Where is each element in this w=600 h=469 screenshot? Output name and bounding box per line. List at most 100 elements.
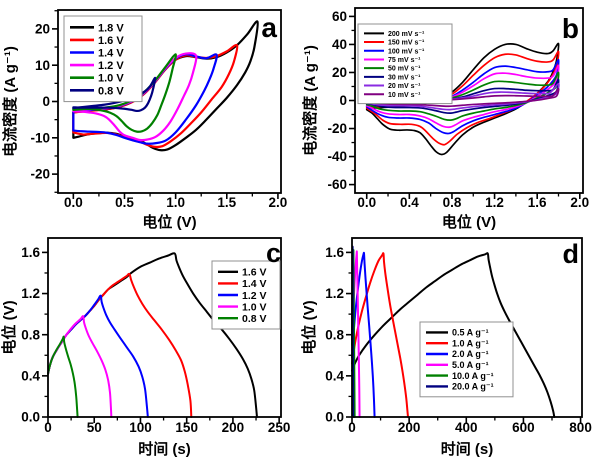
x-axis: 0.0 0.4 0.8 1.2 1.6 2.0 电位 (V) — [357, 193, 589, 231]
legend: 0.5 A g⁻¹1.0 A g⁻¹2.0 A g⁻¹5.0 A g⁻¹10.0… — [419, 321, 514, 398]
x-tick-label: 2.0 — [570, 195, 589, 210]
x-tick-label: 100 — [129, 420, 152, 435]
y-tick-label: 20 — [332, 65, 347, 80]
legend-label: 5.0 A g⁻¹ — [452, 360, 489, 370]
x-tick-label: 0.4 — [400, 195, 419, 210]
x-tick-label: 1.0 — [166, 195, 185, 210]
legend: 1.6 V1.4 V1.2 V1.0 V0.8 V — [211, 260, 281, 330]
legend-label: 1.0 A g⁻¹ — [452, 338, 489, 348]
y-tick-label: -40 — [327, 149, 347, 164]
series-line-50-mV-s⁻¹ — [365, 71, 560, 121]
y-tick-label: 20 — [35, 21, 50, 36]
legend-label: 10.0 A g⁻¹ — [452, 371, 494, 381]
panel-letter-b: b — [562, 13, 579, 44]
x-tick-label: 1.6 — [528, 195, 547, 210]
x-axis: 0.0 0.5 1.0 1.5 2.0 电位 (V) — [64, 193, 287, 231]
y-tick-label: 0.4 — [21, 368, 40, 383]
y-axis: 1.6 1.2 0.8 0.4 0.0 电位 (V) — [0, 245, 48, 425]
series-line-100-mV-s⁻¹ — [365, 59, 560, 135]
y-tick-label: 0.0 — [325, 410, 344, 425]
legend-box — [357, 23, 453, 105]
series-line-1.4-V — [47, 272, 193, 418]
x-tick-label: 0.0 — [357, 195, 376, 210]
y-tick-label: 1.2 — [21, 286, 40, 301]
legend-label: 150 mV s⁻¹ — [388, 40, 425, 47]
panel-d-chart: 0 200 400 600 800 时间 (s) 1.6 1.2 0.8 0.4 0.0 电位 (V)… — [300, 237, 592, 458]
y-tick-label: 0.8 — [21, 327, 40, 342]
y-tick-label: 0.0 — [21, 410, 40, 425]
legend-label: 1.6 V — [98, 35, 124, 47]
series-line-1.0-V — [47, 315, 113, 418]
x-tick-label: 0.0 — [64, 195, 83, 210]
x-tick-label: 1.5 — [217, 195, 236, 210]
legend-label: 200 mV s⁻¹ — [388, 31, 425, 38]
series-group-c — [47, 252, 258, 418]
y-axis: 20 10 0 -10 -20 电流密度 (A g⁻¹) — [1, 10, 58, 193]
legend-label: 20 mV s⁻¹ — [388, 83, 421, 90]
x-tick-label: 200 — [222, 420, 245, 435]
x-tick-label: 0 — [348, 420, 356, 435]
legend-label: 20.0 A g⁻¹ — [452, 382, 494, 392]
series-line-1.0-A-g⁻¹ — [351, 252, 409, 418]
legend-label: 1.6 V — [242, 267, 267, 279]
y-tick-label: 40 — [332, 37, 347, 52]
panel-letter-c: c — [266, 238, 281, 268]
y-tick-label: 10 — [35, 58, 50, 73]
plot-frame — [47, 237, 282, 418]
legend-label: 1.2 V — [242, 290, 267, 302]
legend-label: 2.0 A g⁻¹ — [452, 349, 489, 359]
series-line-1.2-V — [47, 294, 149, 418]
legend-label: 100 mV s⁻¹ — [388, 48, 425, 55]
x-tick-label: 0.8 — [443, 195, 462, 210]
y-tick-label: 0.8 — [325, 327, 344, 342]
x-tick-label: 0.5 — [115, 195, 134, 210]
y-axis: 1.6 1.2 0.8 0.4 0.0 电位 (V) — [300, 245, 352, 425]
x-tick-label: 400 — [455, 420, 478, 435]
panel-letter-a: a — [261, 12, 277, 43]
x-tick-label: 2.0 — [269, 195, 288, 210]
legend-label: 1.4 V — [98, 47, 124, 59]
panel-b-chart: 0.0 0.4 0.8 1.2 1.6 2.0 电位 (V) 60 40 20 0 -20 -40 -60… — [301, 7, 589, 231]
legend-label: 50 mV s⁻¹ — [388, 66, 421, 73]
legend-box — [63, 15, 143, 103]
series-line-150-mV-s⁻¹ — [365, 50, 560, 146]
x-axis-title: 时间 (s) — [138, 440, 191, 458]
y-tick-label: -10 — [30, 130, 50, 145]
legend-box — [419, 321, 514, 398]
series-group-b — [365, 42, 560, 156]
legend: 1.8 V1.6 V1.4 V1.2 V1.0 V0.8 V — [63, 15, 143, 103]
legend-label: 0.5 A g⁻¹ — [452, 328, 489, 338]
x-tick-label: 150 — [175, 420, 198, 435]
x-tick-label: 1.2 — [485, 195, 504, 210]
panel-c-chart: 0 50 100 150 200 250 时间 (s) 1.6 1.2 0.8 0.4 0.0 电位 (… — [0, 237, 290, 458]
x-tick-label: 600 — [512, 420, 535, 435]
x-axis-title: 电位 (V) — [442, 213, 496, 231]
legend-label: 10 mV s⁻¹ — [388, 92, 421, 99]
panel-a-chart: 0.0 0.5 1.0 1.5 2.0 电位 (V) 20 10 0 -10 -20 电流密度 (A … — [1, 9, 287, 231]
legend-label: 1.0 V — [98, 73, 124, 85]
y-tick-label: 0 — [42, 94, 50, 109]
x-axis-title: 时间 (s) — [441, 440, 494, 458]
legend-label: 1.8 V — [98, 22, 124, 34]
y-tick-label: 60 — [332, 9, 347, 24]
y-axis-title: 电流密度 (A g⁻¹) — [1, 46, 19, 157]
y-tick-label: -20 — [30, 167, 50, 182]
series-line-10-mV-s⁻¹ — [365, 87, 560, 108]
legend-label: 1.0 V — [242, 301, 267, 313]
legend-label: 75 mV s⁻¹ — [388, 57, 421, 64]
legend-label: 1.2 V — [98, 60, 124, 72]
x-axis: 0 50 100 150 200 250 时间 (s) — [44, 417, 290, 458]
y-tick-label: 0 — [339, 93, 347, 108]
y-tick-label: -60 — [327, 177, 347, 192]
y-tick-label: 1.6 — [21, 245, 40, 260]
x-tick-label: 0 — [44, 420, 52, 435]
series-line-2.0-A-g⁻¹ — [351, 251, 376, 418]
legend-label: 0.8 V — [98, 85, 124, 97]
y-axis-title: 电位 (V) — [300, 300, 318, 354]
x-tick-label: 50 — [87, 420, 102, 435]
series-line-0.8-V — [47, 335, 79, 418]
x-tick-label: 200 — [398, 420, 421, 435]
y-tick-label: 1.6 — [325, 245, 344, 260]
panel-letter-d: d — [563, 239, 580, 269]
